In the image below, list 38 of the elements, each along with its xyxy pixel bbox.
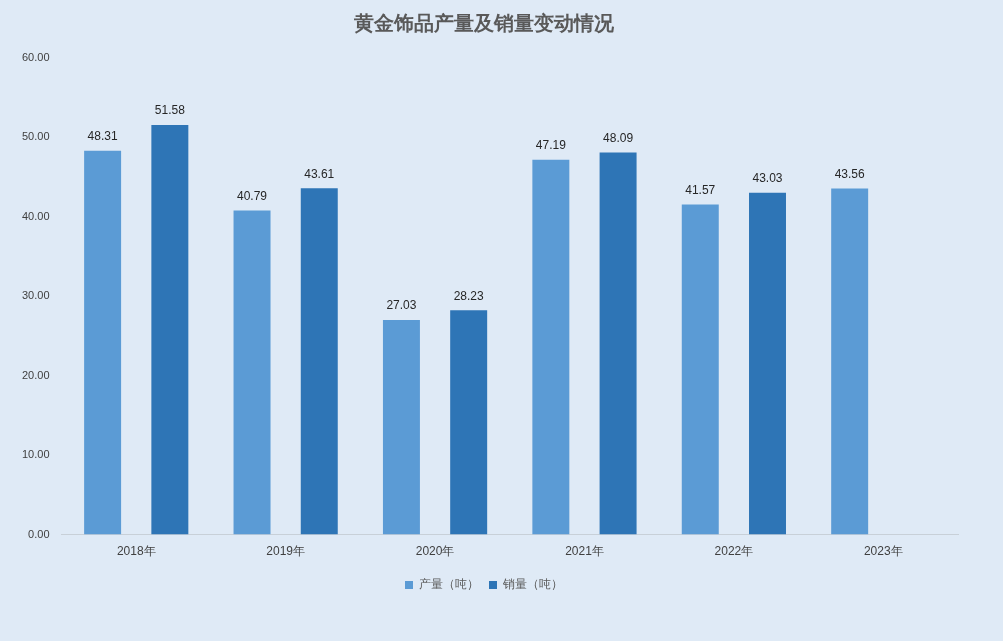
bar [233, 210, 271, 535]
data-label: 43.03 [752, 171, 783, 186]
x-tick-label: 2023年 [863, 544, 903, 559]
y-tick-label: 60.00 [22, 51, 50, 64]
bar [300, 188, 338, 535]
legend-label: 销量（吨） [502, 577, 563, 592]
data-label: 51.58 [154, 103, 186, 118]
bar [450, 310, 488, 535]
x-tick-label: 2022年 [714, 544, 754, 559]
bar [749, 192, 786, 535]
bar [382, 319, 420, 535]
legend-label: 产量（吨） [419, 577, 479, 592]
y-tick-label: 50.00 [22, 130, 50, 143]
x-tick-label: 2019年 [266, 544, 305, 559]
x-tick-label: 2020年 [415, 544, 455, 559]
chart-title: 黄金饰品产量及销量变动情况 [353, 11, 615, 34]
bar [831, 188, 869, 535]
y-tick-label: 20.00 [22, 368, 50, 381]
x-tick-label: 2021年 [565, 544, 604, 559]
bar [681, 204, 719, 535]
data-label: 48.09 [603, 130, 634, 145]
y-tick-label: 30.00 [22, 289, 50, 302]
y-tick-label: 0.00 [28, 527, 50, 540]
data-label: 41.57 [685, 182, 716, 197]
x-tick-label: 2018年 [116, 544, 156, 559]
data-label: 28.23 [453, 288, 485, 303]
data-label: 48.31 [87, 129, 118, 144]
y-tick-label: 40.00 [22, 209, 50, 222]
data-label: 43.56 [834, 166, 866, 181]
bar [532, 159, 570, 535]
y-tick-label: 10.00 [22, 448, 50, 461]
bar [599, 152, 637, 535]
data-label: 40.79 [237, 188, 268, 203]
data-label: 27.03 [386, 298, 417, 313]
bar [84, 150, 122, 535]
data-label: 47.19 [535, 138, 567, 153]
bar [151, 124, 189, 535]
data-label: 43.61 [304, 166, 335, 181]
